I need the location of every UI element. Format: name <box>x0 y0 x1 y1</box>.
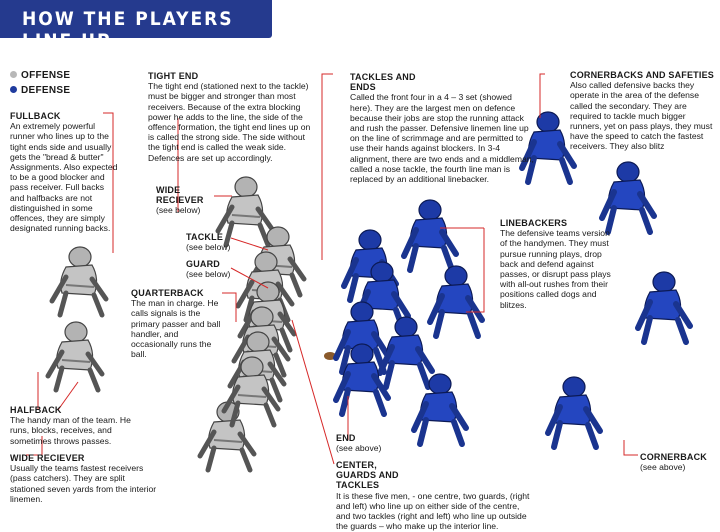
title-banner: HOW THE PLAYERS LINE UP <box>0 0 272 52</box>
guard-title: GUARD <box>186 259 220 269</box>
tackles-ends-callout: TACKLES AND ENDS Called the front four i… <box>350 72 535 184</box>
linebackers-callout: LINEBACKERS The defensive teams version … <box>500 218 612 310</box>
quarterback-callout: QUARTERBACK The man in charge. He calls … <box>131 288 223 359</box>
quarterback-body: The man in charge. He calls signals is t… <box>131 298 221 360</box>
leader-lines <box>26 73 638 465</box>
tackle-body: (see below) <box>186 242 231 253</box>
defensive-end-3-figure <box>414 374 466 444</box>
cornerbacks-title: CORNERBACKS AND SAFETIES <box>570 70 714 80</box>
wide-receiver-bottom-title: WIDE RECIEVER <box>10 453 85 463</box>
cornerback-bottom-figure <box>548 377 600 447</box>
halfback-callout: HALFBACK The handy man of the team. He r… <box>10 405 150 446</box>
guard-callout: GUARD (see below) <box>186 259 236 279</box>
halfback-figure <box>48 322 102 390</box>
cornerbacks-body: Also called defensive backs they operate… <box>570 80 713 152</box>
end-title: END <box>336 433 356 443</box>
cornerback-callout: CORNERBACK (see above) <box>640 452 716 472</box>
quarterback-title: QUARTERBACK <box>131 288 204 298</box>
legend-defense: DEFENSE <box>10 85 70 96</box>
linebackers-body: The defensive teams version of the handy… <box>500 228 611 310</box>
tackles-ends-title: TACKLES AND ENDS <box>350 72 416 93</box>
end-body: (see above) <box>336 443 382 454</box>
center-title: CENTER, GUARDS AND TACKLES <box>336 460 399 491</box>
wide-receiver-top-title: WIDE RECIEVER <box>156 185 204 206</box>
page-title: HOW THE PLAYERS LINE UP <box>22 8 234 52</box>
cornerbacks-safeties-callout: CORNERBACKS AND SAFETIES Also called def… <box>570 70 715 152</box>
wide-receiver-top-callout: WIDE RECIEVER (see below) <box>156 185 228 216</box>
wide-receiver-bottom-body: Usually the teams fastest receivers (pas… <box>10 463 157 504</box>
tackle-callout: TACKLE (see below) <box>186 232 236 252</box>
linebacker-1-figure <box>404 200 456 270</box>
fullback-callout: FULLBACK An extremely powerful runner wh… <box>10 111 120 233</box>
legend-offense: OFFENSE <box>10 70 70 81</box>
legend-defense-label: DEFENSE <box>21 85 71 96</box>
linebacker-2-figure <box>430 266 482 336</box>
linebackers-title: LINEBACKERS <box>500 218 568 228</box>
wide-receiver-top-body: (see below) <box>156 205 201 216</box>
end-callout: END (see above) <box>336 433 396 453</box>
cornerback-body: (see above) <box>640 462 686 473</box>
fullback-title: FULLBACK <box>10 111 61 121</box>
tackles-ends-body: Called the front four in a 4 – 3 set (sh… <box>350 92 534 185</box>
legend-offense-label: OFFENSE <box>21 70 71 81</box>
offense-swatch <box>10 71 17 78</box>
wide-receiver-bottom-callout: WIDE RECIEVER Usually the teams fastest … <box>10 453 158 504</box>
guard-body: (see below) <box>186 269 231 280</box>
wide-receiver-bottom-figure <box>200 402 254 470</box>
tackle-title: TACKLE <box>186 232 224 242</box>
tight-end-callout: TIGHT END The tight end (stationed next … <box>148 71 318 163</box>
cornerback-title: CORNERBACK <box>640 452 707 462</box>
fullback-figure <box>52 247 106 315</box>
center-body: It is these five men, - one centre, two … <box>336 490 530 532</box>
defense-swatch <box>10 86 17 93</box>
halfback-title: HALFBACK <box>10 405 62 415</box>
cornerback-top-figure <box>638 272 690 342</box>
tight-end-title: TIGHT END <box>148 71 199 81</box>
linebacker-3-figure <box>380 317 432 387</box>
tight-end-body: The tight end (stationed next to the tac… <box>148 81 311 163</box>
halfback-body: The handy man of the team. He runs, bloc… <box>10 415 131 446</box>
fullback-body: An extremely powerful runner who lines u… <box>10 121 118 234</box>
center-guards-tackles-callout: CENTER, GUARDS AND TACKLES It is these f… <box>336 460 534 531</box>
